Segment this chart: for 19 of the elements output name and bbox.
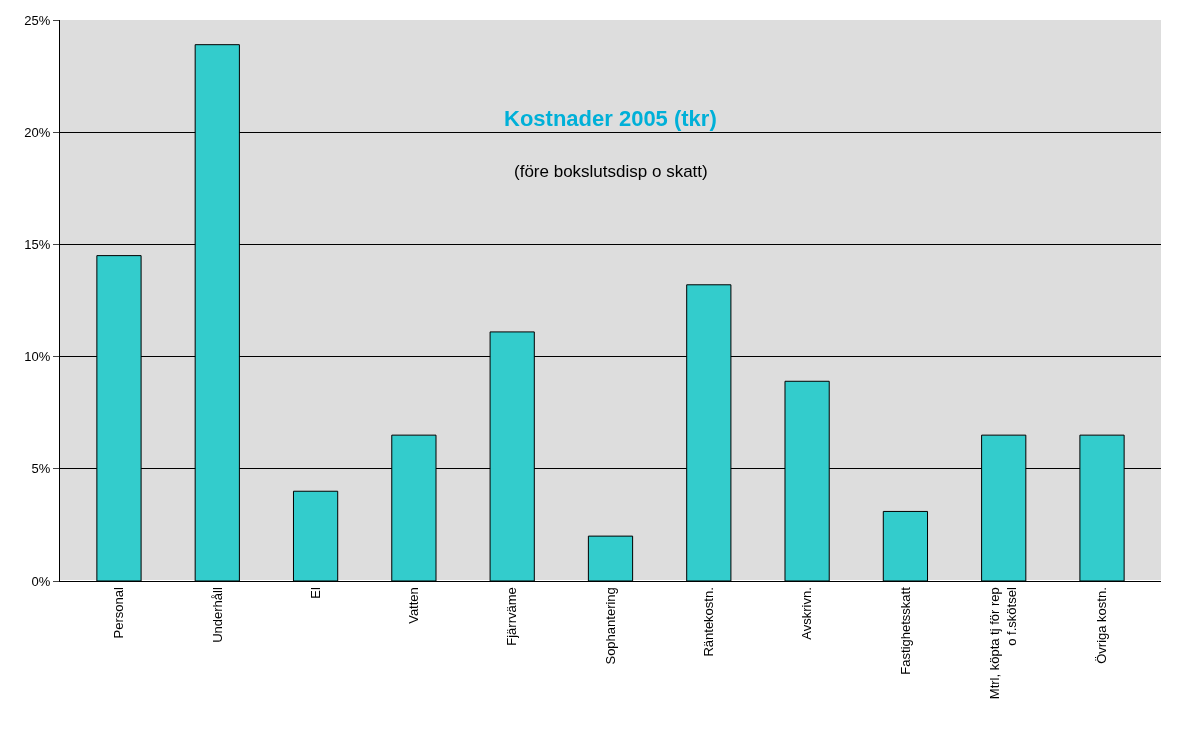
x-tick-label: El bbox=[307, 587, 323, 599]
x-tick-label: Avskrivn. bbox=[799, 587, 815, 640]
x-tick-label: Vatten bbox=[406, 587, 422, 624]
text: Kostnader 2005 (tkr) bbox=[504, 106, 717, 131]
x-tick-label: Övriga kostn. bbox=[1094, 587, 1110, 664]
y-tick-label: 25% bbox=[24, 12, 51, 28]
x-tick-label: Underhåll bbox=[209, 587, 225, 643]
y-tick-label: 15% bbox=[24, 236, 51, 252]
y-tick-label: 0% bbox=[31, 573, 51, 589]
x-tick-label: Fjärrväme bbox=[504, 587, 520, 646]
y-tick-label: 5% bbox=[31, 461, 51, 477]
text: (före bokslutsdisp o skatt) bbox=[514, 162, 708, 181]
x-tick-label: Mtrl, köpta tj för rep o f.skötsel bbox=[987, 587, 1020, 700]
y-tick-label: 20% bbox=[24, 124, 51, 140]
y-tick-label: 10% bbox=[24, 349, 51, 365]
x-tick-label: Räntekostn. bbox=[701, 587, 717, 657]
x-tick-label: Sophantering bbox=[602, 587, 618, 665]
x-tick-label: Fastighetsskatt bbox=[897, 586, 913, 675]
x-tick-label: Personal bbox=[111, 587, 127, 639]
